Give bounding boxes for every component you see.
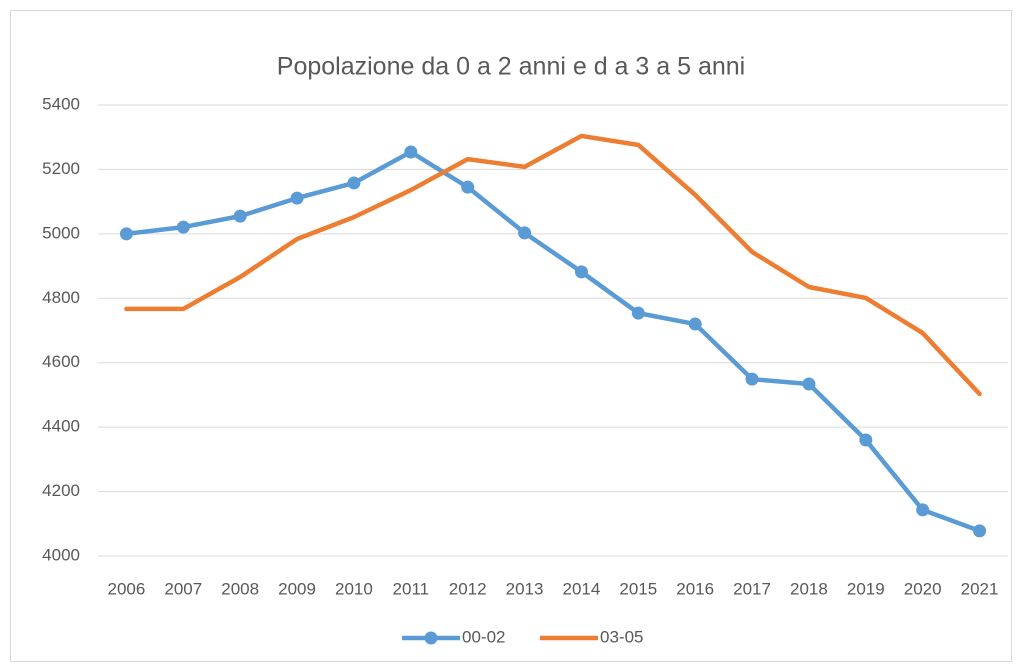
marker [119, 227, 133, 241]
y-tick-label: 4200 [42, 481, 80, 500]
marker [461, 180, 475, 194]
x-tick-label: 2008 [221, 579, 259, 598]
x-tick-label: 2021 [961, 579, 999, 598]
x-tick-label: 2011 [393, 579, 430, 598]
marker [518, 226, 532, 240]
chart-border [10, 10, 1012, 662]
marker [404, 145, 418, 159]
chart-title: Popolazione da 0 a 2 anni e d a 3 a 5 an… [277, 53, 745, 81]
marker [290, 191, 304, 205]
marker [802, 377, 816, 391]
x-tick-label: 2014 [563, 579, 601, 598]
x-tick-label: 2006 [108, 579, 146, 598]
marker [916, 503, 930, 517]
marker [574, 265, 588, 279]
legend-marker [424, 631, 438, 645]
legend-label: 03-05 [600, 627, 643, 646]
marker [859, 433, 873, 447]
marker [688, 317, 702, 331]
marker [973, 524, 987, 538]
x-tick-label: 2009 [278, 579, 316, 598]
x-tick-label: 2020 [904, 579, 942, 598]
x-tick-label: 2018 [790, 579, 828, 598]
legend-label: 00-02 [462, 627, 505, 646]
y-tick-label: 5000 [42, 223, 80, 242]
marker [631, 306, 645, 320]
marker [347, 176, 361, 190]
x-tick-label: 2012 [449, 579, 487, 598]
x-tick-label: 2010 [335, 579, 373, 598]
y-tick-label: 4000 [42, 545, 80, 564]
marker [745, 372, 759, 386]
y-tick-label: 5400 [42, 94, 80, 113]
marker [176, 220, 190, 234]
x-tick-label: 2017 [733, 579, 771, 598]
x-tick-label: 2015 [619, 579, 657, 598]
line [124, 149, 982, 534]
x-tick-label: 2019 [847, 579, 885, 598]
y-tick-label: 5200 [42, 159, 80, 178]
x-tick-label: 2016 [676, 579, 714, 598]
x-tick-label: 2007 [164, 579, 202, 598]
y-tick-label: 4800 [42, 288, 80, 307]
line [124, 133, 982, 397]
y-tick-label: 4600 [42, 352, 80, 371]
marker [233, 209, 247, 223]
x-tick-label: 2013 [506, 579, 544, 598]
y-tick-label: 4400 [42, 417, 80, 436]
